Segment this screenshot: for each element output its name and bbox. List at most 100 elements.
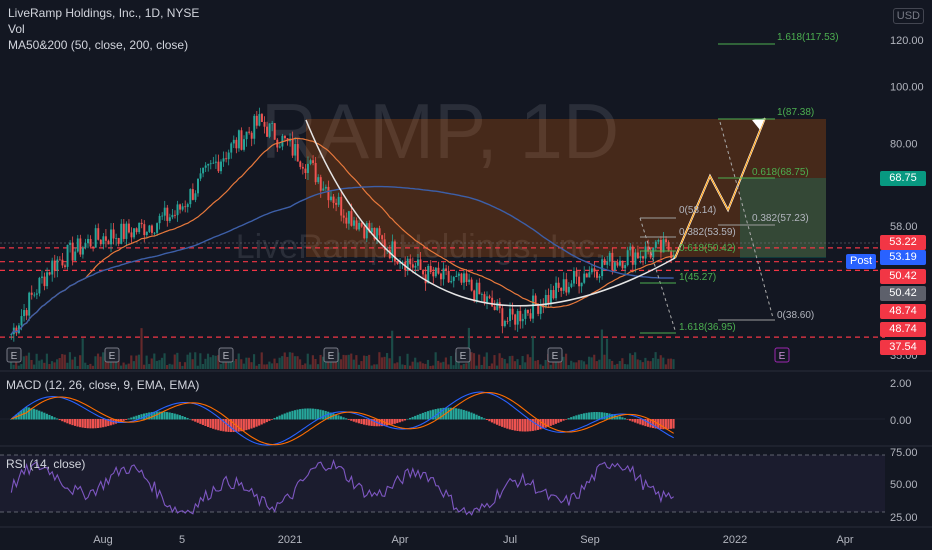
volume-bar [140, 328, 143, 369]
cup-arc[interactable] [305, 119, 676, 307]
target-zone-rectangle[interactable] [740, 178, 826, 258]
macd-histogram-bar [89, 419, 92, 429]
macd-histogram-bar [176, 414, 179, 420]
macd-histogram-bar [263, 419, 266, 424]
earnings-marker[interactable] [774, 347, 790, 363]
volume-bar [66, 362, 69, 369]
earnings-marker[interactable] [6, 347, 22, 363]
macd-histogram-bar [173, 413, 176, 420]
currency-badge[interactable]: USD [892, 8, 924, 24]
candle-body [488, 296, 491, 298]
macd-histogram-bar [567, 418, 570, 420]
volume-bar [235, 358, 238, 369]
ma200-line[interactable] [10, 185, 674, 335]
volume-bar [575, 362, 578, 369]
volume-bar [582, 361, 586, 369]
volume-bar [368, 354, 371, 369]
volume-bar [50, 361, 54, 369]
macd-histogram-bar [299, 409, 302, 420]
candle-body [391, 241, 394, 259]
candle-body [493, 306, 496, 311]
volume-bar [357, 364, 361, 369]
candle-body [590, 268, 593, 273]
macd-line[interactable] [10, 391, 674, 446]
earnings-marker[interactable] [104, 347, 120, 363]
support-resistance-lines[interactable] [0, 247, 885, 338]
candle-body [434, 267, 437, 277]
volume-bar [572, 362, 575, 369]
rsi-legend[interactable]: RSI (14, close) [6, 457, 85, 471]
macd-histogram-bar [214, 419, 217, 430]
fib-retracement-levels[interactable]: 0(58.14) 0.382(53.59) 0.618(50.42) 1(45.… [640, 205, 736, 334]
volume-bar [462, 363, 465, 369]
time-axis-tick: 5 [179, 534, 185, 546]
volume-bar [651, 358, 655, 369]
macd-histogram-bar [345, 418, 348, 420]
candle-body [578, 276, 581, 287]
candle-body [631, 246, 634, 265]
earnings-marker[interactable] [218, 347, 234, 363]
volume-bar [232, 360, 235, 369]
volume-bar [22, 356, 25, 369]
candle-body [662, 239, 665, 253]
volume-bar [301, 364, 304, 369]
macd-signal-line[interactable] [11, 391, 674, 446]
volume-bar [657, 358, 660, 369]
cup-zone-rectangle[interactable] [306, 119, 826, 257]
candle-body [422, 269, 425, 275]
volume-bar [258, 363, 261, 369]
macd-histogram-bar [258, 419, 261, 426]
candle-body [340, 196, 343, 216]
volume-bar [475, 365, 478, 369]
candle-body [383, 239, 386, 251]
macd-histogram-bar [659, 419, 662, 430]
candle-body [401, 261, 404, 263]
ma-legend[interactable]: MA50&200 (50, close, 200, close) [8, 38, 189, 52]
price-tag: 37.54 [880, 340, 926, 355]
volume-bar [536, 360, 540, 369]
candle-body [649, 251, 652, 258]
volume-bar [623, 364, 627, 369]
candle-body [138, 222, 141, 233]
symbol-legend[interactable]: LiveRamp Holdings, Inc., 1D, NYSE [8, 6, 200, 20]
macd-histogram[interactable] [10, 406, 675, 433]
earnings-marker[interactable] [547, 347, 563, 363]
macd-histogram-bar [102, 419, 105, 428]
volume-bar [242, 363, 245, 369]
volume-bar [542, 365, 545, 369]
volume-legend[interactable]: Vol [8, 22, 25, 36]
fib-extension-trendline[interactable] [719, 121, 774, 319]
candle-body [442, 268, 445, 280]
rsi-line[interactable] [10, 458, 675, 516]
volume-bar [273, 358, 276, 369]
volume-bar [460, 365, 463, 369]
volume-bar [135, 355, 138, 369]
candle-body [283, 135, 286, 139]
candle-body [319, 177, 322, 191]
macd-histogram-bar [135, 415, 138, 420]
candle-body [347, 211, 350, 224]
candle-body [365, 223, 368, 239]
volume-bar [316, 364, 320, 369]
macd-legend[interactable]: MACD (12, 26, close, 9, EMA, EMA) [6, 378, 199, 392]
candle-body [258, 114, 261, 126]
macd-histogram-bar [50, 416, 54, 420]
fib-extension-levels[interactable]: 1.618(117.53) 1(87.38) 0.618(68.75) 0.38… [718, 32, 839, 321]
candle-body [299, 161, 302, 167]
macd-histogram-bar [40, 411, 43, 420]
volume-bar [311, 355, 314, 369]
volume-bar [229, 360, 233, 369]
earnings-marker[interactable] [455, 347, 471, 363]
macd-histogram-bar [414, 415, 417, 420]
fib-label-1618-upper: 1.618(117.53) [777, 32, 839, 43]
macd-histogram-bar [611, 414, 614, 420]
candle-body [373, 227, 376, 240]
earnings-marker[interactable] [323, 347, 339, 363]
ma50-line[interactable] [10, 137, 674, 335]
volume-bar [345, 355, 348, 369]
candlestick-series[interactable] [10, 107, 675, 342]
macd-histogram-bar [593, 412, 596, 420]
volume-bar [419, 361, 422, 369]
